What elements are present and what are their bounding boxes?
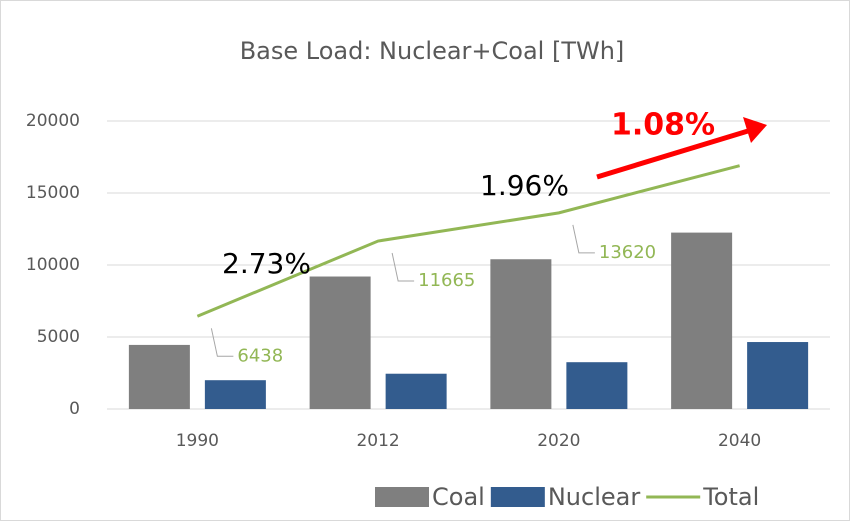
arrow-shaft [596, 128, 749, 180]
annotation: 1.08% [611, 108, 715, 143]
bar [566, 362, 628, 409]
data-label: 11665 [418, 270, 475, 291]
annotation: 1.96% [480, 169, 569, 202]
arrow-head [743, 117, 767, 143]
leader-line [572, 224, 595, 254]
x-tick-label: 2040 [718, 431, 761, 451]
leader-line [391, 252, 415, 282]
data-label: 6438 [237, 345, 283, 366]
y-tick-label: 20000 [26, 111, 80, 131]
y-tick-label: 5000 [37, 327, 80, 347]
legend-label: Total [702, 483, 759, 511]
x-tick-label: 2020 [537, 431, 580, 451]
y-tick-label: 0 [69, 399, 80, 419]
chart-title: Base Load: Nuclear+Coal [TWh] [240, 37, 625, 65]
legend-label: Nuclear [548, 483, 641, 511]
y-tick-label: 10000 [26, 255, 80, 275]
x-tick-label: 1990 [176, 431, 219, 451]
annotation: 2.73% [222, 247, 311, 280]
legend-label: Coal [432, 483, 485, 511]
line [196, 164, 741, 318]
bar [490, 259, 552, 409]
leader-line [210, 328, 234, 357]
legend-swatch [375, 487, 429, 507]
data-label: 13620 [599, 242, 656, 263]
bar [747, 342, 809, 409]
bar [204, 380, 266, 409]
bar [309, 276, 371, 409]
x-tick-label: 2012 [356, 431, 399, 451]
bar [128, 344, 190, 409]
y-tick-label: 15000 [26, 183, 80, 203]
legend-swatch [490, 487, 545, 507]
bar [385, 373, 447, 409]
bar [671, 232, 733, 409]
